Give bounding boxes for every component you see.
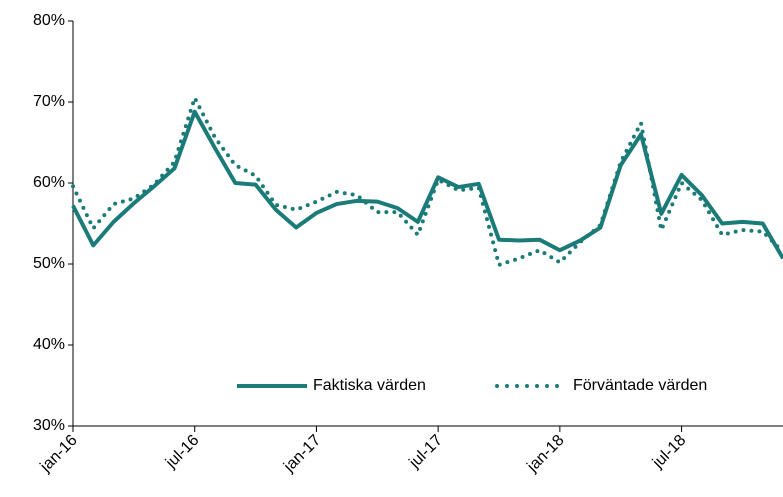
x-tick-label: jul-16 [162,432,202,472]
y-tick-label: 60% [33,174,65,191]
x-tick-label: jan-16 [37,432,81,476]
series-line [71,109,783,260]
series-line [71,95,783,267]
x-tick-label: jul-18 [649,432,689,472]
y-tick-label: 50% [33,255,65,272]
y-tick-label: 40% [33,336,65,353]
x-tick-label: jan-18 [523,432,567,476]
y-tick-label: 80% [33,12,65,29]
x-tick-label: jan-17 [280,432,324,476]
legend-label: Förväntade värden [573,377,707,394]
y-tick-label: 70% [33,93,65,110]
x-tick-label: jul-17 [406,432,446,472]
y-tick-label: 30% [33,417,65,434]
legend-label: Faktiska värden [313,377,426,394]
